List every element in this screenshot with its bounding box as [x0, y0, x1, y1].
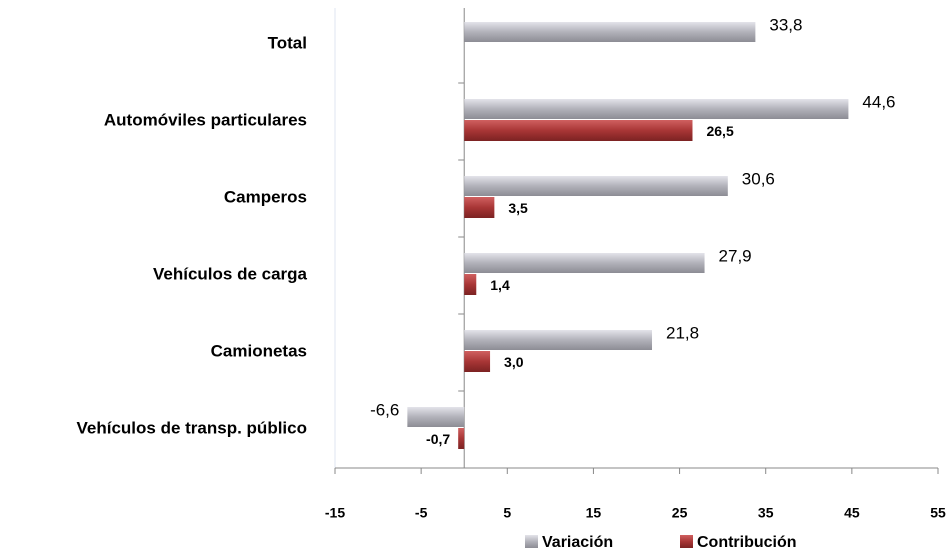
category-label: Camionetas — [211, 341, 307, 360]
value-label: 26,5 — [706, 123, 733, 139]
value-label: 33,8 — [769, 15, 802, 34]
bar — [464, 330, 653, 350]
value-label: 44,6 — [862, 92, 895, 111]
value-label: 1,4 — [490, 277, 510, 293]
value-label: 27,9 — [719, 246, 752, 265]
bar — [458, 428, 465, 449]
value-label: -0,7 — [426, 431, 450, 447]
value-label: 30,6 — [742, 169, 775, 188]
value-label: -6,6 — [370, 400, 399, 419]
legend-swatch — [680, 535, 693, 548]
value-label: 3,0 — [504, 354, 524, 370]
category-label: Vehículos de carga — [153, 264, 308, 283]
bar — [464, 176, 728, 196]
legend-label: Variación — [542, 534, 613, 551]
x-tick-label: 45 — [844, 505, 860, 521]
x-tick-label: -15 — [325, 505, 345, 521]
category-label: Vehículos de transp. público — [77, 418, 308, 437]
x-tick-label: 5 — [503, 505, 511, 521]
x-tick-label: 25 — [672, 505, 688, 521]
bar — [464, 197, 495, 218]
x-tick-label: 15 — [586, 505, 602, 521]
value-label: 3,5 — [508, 200, 528, 216]
value-label: 21,8 — [666, 323, 699, 342]
legend-swatch — [525, 535, 538, 548]
bar — [464, 22, 756, 42]
x-tick-label: -5 — [415, 505, 428, 521]
category-label: Automóviles particulares — [104, 110, 307, 129]
x-tick-label: 55 — [930, 505, 946, 521]
bar — [464, 99, 849, 119]
bar — [464, 274, 477, 295]
bar — [464, 253, 705, 273]
category-label: Camperos — [224, 187, 307, 206]
legend-label: Contribución — [697, 534, 797, 551]
bar — [407, 407, 465, 427]
category-label: Total — [268, 33, 307, 52]
bar — [464, 120, 693, 141]
bar — [464, 351, 491, 372]
x-tick-label: 35 — [758, 505, 774, 521]
